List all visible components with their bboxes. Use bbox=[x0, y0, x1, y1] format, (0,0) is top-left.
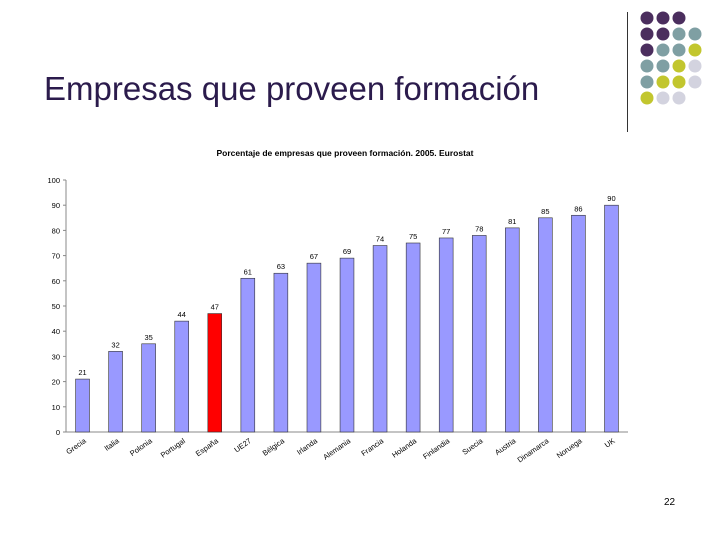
bar bbox=[75, 378, 90, 433]
bar bbox=[405, 242, 421, 433]
x-tick-label: Francia bbox=[360, 436, 386, 458]
page-number: 22 bbox=[664, 497, 676, 508]
bar bbox=[240, 277, 256, 433]
bar bbox=[174, 320, 189, 433]
bar-value-label: 81 bbox=[508, 217, 516, 226]
y-tick-label: 80 bbox=[52, 226, 60, 235]
y-tick-label: 20 bbox=[52, 378, 60, 387]
x-tick-label: Italia bbox=[103, 436, 122, 453]
decor-dot bbox=[672, 75, 686, 89]
bar-value-label: 67 bbox=[310, 252, 318, 261]
x-tick-label: Holanda bbox=[390, 436, 419, 460]
decor-dot bbox=[672, 59, 686, 73]
decor-dot bbox=[640, 11, 654, 25]
bar bbox=[108, 351, 123, 433]
chart-axes: 0 10 20 30 40 50 60 70 80 90 100 bbox=[47, 176, 628, 437]
bar-value-label: 63 bbox=[277, 262, 285, 271]
x-tick-label: Finlandia bbox=[421, 436, 452, 461]
chart-bars: 21 Grecia 32 Italia 35 Polonia 44 Portugal 47 Esp… bbox=[64, 194, 619, 465]
bar bbox=[438, 237, 454, 433]
bar-value-label: 75 bbox=[409, 232, 417, 241]
y-tick-label: 90 bbox=[52, 201, 60, 210]
x-tick-label: Austria bbox=[493, 436, 518, 457]
decor-dot bbox=[688, 43, 702, 57]
bar-value-label: 32 bbox=[111, 340, 119, 349]
bar bbox=[273, 272, 289, 433]
bar bbox=[141, 343, 156, 433]
decor-dot bbox=[640, 27, 654, 41]
x-tick-label: Suecia bbox=[460, 436, 485, 457]
bar-value-label: 85 bbox=[541, 207, 549, 216]
y-tick-label: 50 bbox=[52, 302, 60, 311]
bar-value-label: 86 bbox=[574, 204, 582, 213]
bar bbox=[538, 217, 553, 433]
bar bbox=[571, 214, 586, 433]
decor-dot bbox=[672, 91, 686, 105]
x-tick-label: Noruega bbox=[555, 436, 584, 460]
decor-dot bbox=[640, 91, 654, 105]
bar-value-label: 21 bbox=[78, 368, 86, 377]
bar-value-label: 74 bbox=[376, 235, 384, 244]
x-tick-label: Portugal bbox=[159, 436, 187, 460]
bar bbox=[471, 235, 487, 433]
title-divider-line bbox=[627, 12, 628, 132]
bar-value-label: 35 bbox=[144, 333, 152, 342]
bar bbox=[505, 227, 520, 433]
y-tick-label: 30 bbox=[52, 352, 60, 361]
bar bbox=[339, 257, 355, 433]
x-tick-label: UK bbox=[603, 436, 617, 449]
decor-dot bbox=[640, 59, 654, 73]
decor-dot bbox=[672, 27, 686, 41]
y-tick-label: 60 bbox=[52, 277, 60, 286]
y-tick-label: 0 bbox=[56, 428, 60, 437]
decor-dot bbox=[640, 75, 654, 89]
x-tick-label: Polonia bbox=[128, 436, 154, 458]
y-tick-label: 40 bbox=[52, 327, 60, 336]
x-tick-label: Dinamarca bbox=[516, 436, 552, 465]
decor-dot bbox=[656, 75, 670, 89]
bar bbox=[604, 204, 619, 433]
decor-dot bbox=[688, 75, 702, 89]
decor-dot bbox=[688, 59, 702, 73]
bar-value-label: 69 bbox=[343, 247, 351, 256]
bar bbox=[372, 245, 388, 433]
bar-value-label: 77 bbox=[442, 227, 450, 236]
decor-dot bbox=[672, 11, 686, 25]
decor-dot bbox=[656, 11, 670, 25]
x-tick-label: Bélgica bbox=[261, 436, 287, 458]
y-tick-label: 100 bbox=[47, 176, 60, 185]
x-tick-label: España bbox=[194, 436, 221, 458]
y-tick-label: 10 bbox=[52, 403, 60, 412]
x-tick-label: Alemania bbox=[321, 436, 352, 462]
decor-dot bbox=[688, 27, 702, 41]
chart-title: Porcentaje de empresas que proveen forma… bbox=[217, 148, 474, 158]
bar bbox=[306, 262, 322, 433]
bar-value-label: 47 bbox=[211, 303, 219, 312]
bar-value-label: 61 bbox=[244, 267, 252, 276]
x-tick-label: UE27 bbox=[232, 436, 253, 454]
bar-value-label: 90 bbox=[607, 194, 615, 203]
y-tick-label: 70 bbox=[52, 252, 60, 261]
decor-dot bbox=[656, 59, 670, 73]
x-tick-label: Irlanda bbox=[295, 436, 320, 457]
decorative-dot-grid bbox=[640, 11, 702, 105]
decor-dot bbox=[672, 43, 686, 57]
decor-dot bbox=[656, 27, 670, 41]
decor-dot bbox=[656, 91, 670, 105]
slide-title: Empresas que proveen formación bbox=[44, 70, 540, 107]
bar-value-label: 78 bbox=[475, 224, 483, 233]
decor-dot bbox=[656, 43, 670, 57]
bar-value-label: 44 bbox=[178, 310, 186, 319]
x-tick-label: Grecia bbox=[64, 436, 88, 457]
bar bbox=[207, 313, 223, 433]
decor-dot bbox=[640, 43, 654, 57]
